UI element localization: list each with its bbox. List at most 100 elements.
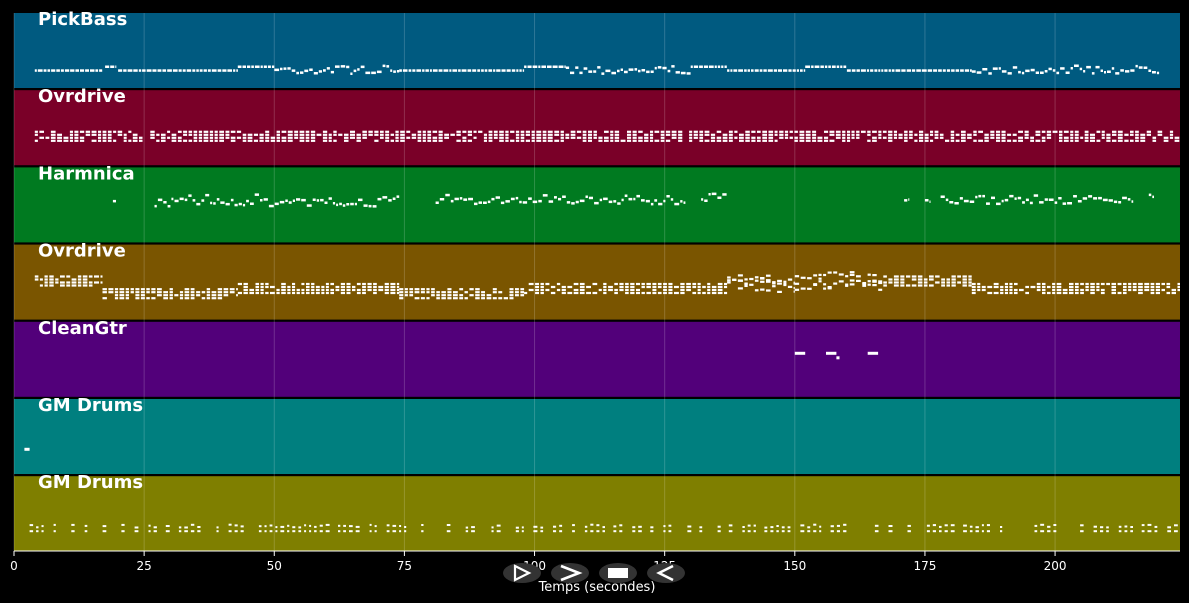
note	[565, 136, 570, 139]
note	[657, 291, 662, 295]
note	[306, 288, 310, 292]
note	[1004, 282, 1008, 286]
note	[1035, 133, 1041, 136]
note	[799, 133, 805, 136]
note	[721, 65, 724, 68]
note	[1155, 282, 1160, 286]
note	[374, 130, 379, 133]
note	[680, 285, 685, 289]
note	[686, 282, 691, 286]
note	[475, 294, 480, 297]
note	[420, 288, 425, 291]
note	[228, 530, 232, 533]
note	[968, 275, 972, 278]
note	[1004, 288, 1008, 292]
note	[794, 351, 806, 355]
note	[851, 136, 855, 139]
note	[646, 291, 651, 295]
note	[356, 282, 361, 286]
note	[757, 130, 761, 133]
note	[722, 193, 727, 196]
note	[542, 136, 547, 139]
control-pill[interactable]	[551, 563, 589, 583]
stop-button[interactable]	[599, 563, 637, 583]
note	[652, 288, 657, 292]
note	[777, 290, 782, 293]
note	[888, 139, 893, 142]
note	[1019, 288, 1024, 292]
note	[1107, 70, 1111, 73]
play-slow-button[interactable]	[503, 563, 541, 583]
note	[1053, 524, 1057, 526]
control-pill[interactable]	[503, 563, 541, 583]
note	[744, 282, 748, 285]
note	[927, 69, 933, 72]
note	[1077, 200, 1082, 203]
control-pill[interactable]	[647, 563, 685, 583]
note	[614, 139, 620, 142]
note	[450, 199, 454, 203]
note	[135, 294, 140, 297]
rewind-button[interactable]	[647, 563, 685, 583]
note	[536, 130, 542, 133]
note	[704, 199, 708, 202]
note	[935, 275, 940, 278]
note	[1052, 282, 1056, 286]
note	[350, 136, 355, 139]
note	[572, 524, 575, 527]
note	[399, 291, 404, 294]
note	[322, 130, 328, 133]
note	[503, 297, 508, 300]
note	[817, 139, 823, 142]
note	[867, 283, 871, 286]
note	[69, 139, 73, 142]
note	[263, 198, 268, 201]
note	[652, 291, 657, 295]
note	[1174, 139, 1180, 142]
note	[515, 133, 520, 136]
note	[367, 288, 372, 292]
note	[493, 130, 498, 133]
play-outline-icon	[513, 564, 532, 582]
note	[572, 530, 575, 533]
note	[113, 139, 117, 142]
note	[768, 130, 774, 133]
note	[1090, 285, 1095, 289]
note	[625, 291, 629, 295]
note	[188, 139, 193, 142]
note	[84, 524, 88, 527]
note	[990, 136, 995, 139]
note	[438, 130, 443, 133]
note	[851, 130, 855, 133]
note	[287, 139, 293, 142]
note	[140, 294, 145, 297]
note	[906, 275, 911, 278]
note	[878, 69, 881, 72]
note	[1117, 282, 1122, 286]
note	[102, 288, 107, 291]
note	[588, 139, 592, 142]
note	[309, 530, 312, 533]
note	[156, 133, 160, 136]
note	[496, 530, 501, 533]
note	[304, 530, 307, 533]
play-button[interactable]	[551, 563, 589, 583]
note	[567, 291, 573, 295]
note	[945, 198, 949, 202]
note	[66, 284, 71, 287]
note	[82, 281, 88, 284]
note	[217, 69, 222, 72]
note	[573, 291, 579, 295]
note	[399, 69, 402, 72]
note	[309, 68, 313, 71]
note	[1118, 525, 1122, 528]
note	[214, 139, 218, 142]
note	[1138, 66, 1143, 69]
note	[438, 139, 443, 142]
note	[198, 130, 203, 133]
note	[296, 291, 300, 295]
note	[805, 133, 811, 136]
note	[45, 136, 50, 139]
note	[346, 285, 351, 289]
note	[1046, 133, 1052, 136]
